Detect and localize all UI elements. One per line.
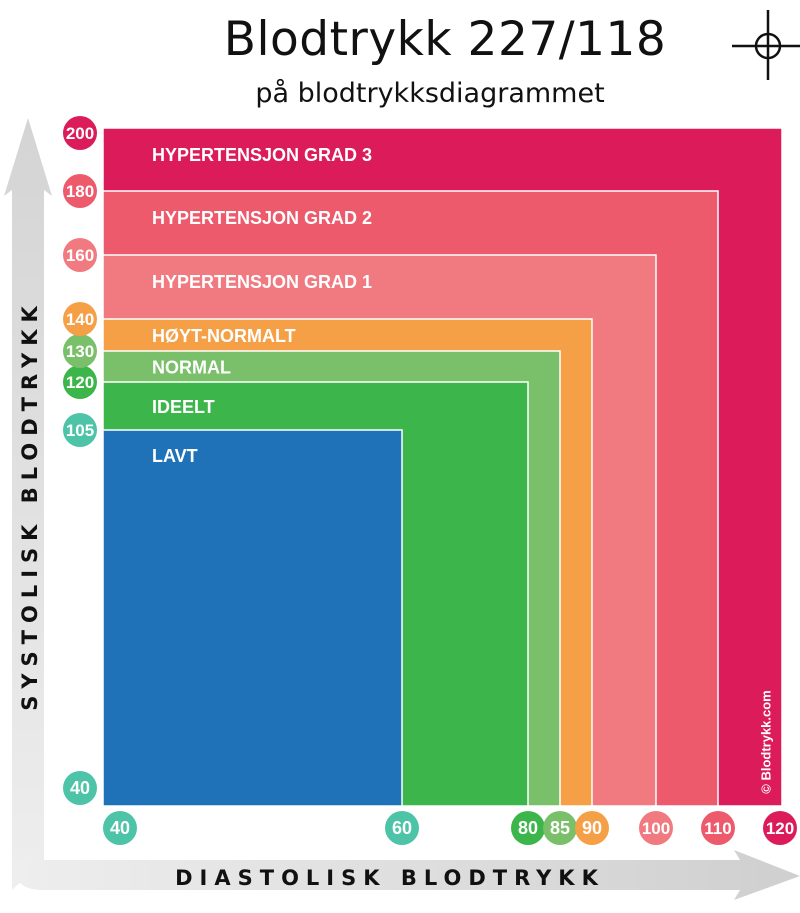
x-tick-85: 85 [543, 811, 577, 845]
y-tick-105: 105 [63, 413, 97, 447]
x-tick-40: 40 [103, 811, 137, 845]
y-tick-180-badge [63, 174, 97, 208]
zone-label-hypertensjon-grad-2: HYPERTENSJON GRAD 2 [152, 208, 372, 228]
x-tick-40-badge [103, 811, 137, 845]
x-tick-100: 100 [639, 811, 673, 845]
x-tick-85-badge [543, 811, 577, 845]
y-axis-label: SYSTOLISK BLODTRYKK [18, 299, 42, 711]
y-tick-40-badge [63, 771, 97, 805]
x-axis-arrow [12, 850, 800, 900]
zone-label-hypertensjon-grad-3: HYPERTENSJON GRAD 3 [152, 145, 372, 165]
y-tick-120-label: 120 [66, 373, 94, 392]
zone-label-hypertensjon-grad-1: HYPERTENSJON GRAD 1 [152, 272, 372, 292]
x-axis-label: DIASTOLISK BLODTRYKK [175, 866, 605, 890]
zone-label-normal: NORMAL [152, 358, 231, 378]
x-tick-60-badge [385, 811, 419, 845]
x-tick-120-label: 120 [766, 819, 794, 838]
y-tick-120-badge [63, 365, 97, 399]
zone-label-ideelt: IDEELT [152, 397, 215, 417]
x-tick-layer: 40 60 80 85 90 100 110 120 [103, 811, 797, 845]
y-tick-130-label: 130 [66, 342, 94, 361]
y-tick-160: 160 [63, 238, 97, 272]
zone-label-lavt: LAVT [152, 446, 198, 466]
y-tick-140-label: 140 [66, 310, 94, 329]
x-tick-40-label: 40 [110, 818, 130, 838]
y-tick-160-label: 160 [66, 246, 94, 265]
x-tick-110-badge [701, 811, 735, 845]
x-tick-80-label: 80 [518, 818, 538, 838]
axis-arrows [4, 118, 800, 900]
y-tick-200: 200 [63, 116, 97, 150]
y-tick-160-badge [63, 238, 97, 272]
y-tick-140-badge [63, 302, 97, 336]
y-tick-140: 140 [63, 302, 97, 336]
x-tick-80: 80 [511, 811, 545, 845]
y-tick-180-label: 180 [66, 182, 94, 201]
y-tick-120: 120 [63, 365, 97, 399]
page-subtitle: på blodtrykksdiagrammet [255, 78, 605, 109]
x-tick-120-badge [763, 811, 797, 845]
copyright-text: © Blodtrykk.com [758, 690, 774, 794]
x-tick-85-label: 85 [550, 818, 570, 838]
x-tick-110: 110 [701, 811, 735, 845]
x-tick-100-badge [639, 811, 673, 845]
zone-labels-layer: HYPERTENSJON GRAD 3 HYPERTENSJON GRAD 2 HY… [152, 145, 372, 466]
x-tick-110-label: 110 [704, 819, 731, 838]
zone-lavt [102, 429, 403, 807]
zone-label-hoyt-normalt: HØYT-NORMALT [152, 326, 296, 346]
y-tick-105-label: 105 [66, 421, 94, 440]
y-tick-40-label: 40 [70, 778, 90, 798]
y-tick-layer: 40 105 120 130 140 160 180 200 [63, 116, 97, 805]
x-tick-80-badge [511, 811, 545, 845]
zones-layer [102, 127, 783, 807]
x-tick-90-label: 90 [582, 818, 602, 838]
page-title: Blodtrykk 227/118 [223, 12, 667, 67]
y-tick-130: 130 [63, 334, 97, 368]
y-tick-130-badge [63, 334, 97, 368]
y-axis-arrow [4, 118, 52, 890]
y-tick-180: 180 [63, 174, 97, 208]
y-tick-105-badge [63, 413, 97, 447]
y-tick-200-badge [63, 116, 97, 150]
x-tick-90-badge [575, 811, 609, 845]
y-tick-200-label: 200 [66, 124, 94, 143]
x-tick-90: 90 [575, 811, 609, 845]
y-tick-40: 40 [63, 771, 97, 805]
x-tick-60-label: 60 [392, 818, 412, 838]
x-tick-60: 60 [385, 811, 419, 845]
crosshair-icon [732, 10, 800, 80]
x-tick-120: 120 [763, 811, 797, 845]
x-tick-100-label: 100 [642, 819, 670, 838]
